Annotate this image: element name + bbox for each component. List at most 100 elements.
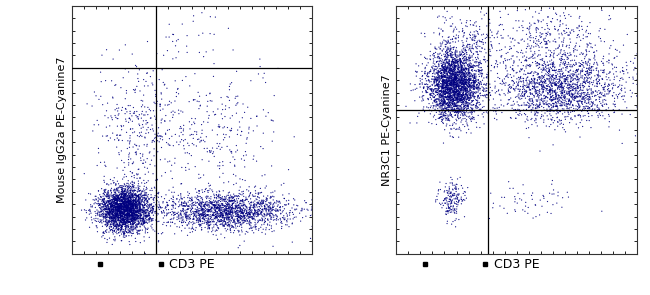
Point <box>444 76 454 81</box>
Point <box>569 109 579 114</box>
Point <box>447 64 458 69</box>
Point <box>508 4 518 8</box>
Point <box>589 60 599 65</box>
Point <box>430 75 440 80</box>
Point <box>114 192 124 197</box>
Point <box>447 66 457 71</box>
Point <box>128 199 138 204</box>
Point <box>470 76 480 81</box>
Point <box>566 86 576 91</box>
Point <box>555 118 566 123</box>
Point <box>123 209 133 214</box>
Point <box>448 194 458 198</box>
Point <box>596 92 606 97</box>
Point <box>265 202 276 206</box>
Point <box>434 108 444 113</box>
Point <box>444 75 454 79</box>
Point <box>116 207 126 212</box>
Point <box>116 227 127 231</box>
Point <box>161 213 172 218</box>
Point <box>279 217 289 222</box>
Point <box>586 71 597 75</box>
Point <box>233 217 243 222</box>
Point <box>443 193 454 198</box>
Point <box>248 205 258 210</box>
Point <box>435 104 445 109</box>
Point <box>450 96 461 100</box>
Point <box>231 221 242 226</box>
Point <box>125 208 136 213</box>
Point <box>568 27 578 32</box>
Point <box>124 201 135 206</box>
Point <box>214 194 224 199</box>
Point <box>447 55 458 60</box>
Point <box>213 203 224 208</box>
Point <box>122 207 132 212</box>
Point <box>201 212 211 217</box>
Point <box>464 80 474 85</box>
Point <box>119 203 129 207</box>
Point <box>468 102 478 107</box>
Point <box>93 219 103 224</box>
Point <box>157 230 168 235</box>
Point <box>191 144 202 148</box>
Point <box>118 212 129 217</box>
Point <box>205 207 216 212</box>
Point <box>134 202 144 207</box>
Point <box>445 67 456 72</box>
Point <box>118 217 128 221</box>
Point <box>482 24 492 28</box>
Point <box>127 221 138 226</box>
Point <box>546 83 556 87</box>
Point <box>437 85 448 90</box>
Point <box>458 82 469 86</box>
Point <box>559 100 569 105</box>
Point <box>122 208 132 213</box>
Point <box>446 85 456 90</box>
Point <box>442 200 452 204</box>
Point <box>109 199 120 203</box>
Point <box>112 116 122 121</box>
Point <box>156 134 166 139</box>
Point <box>122 221 132 225</box>
Point <box>454 78 464 82</box>
Point <box>107 203 118 208</box>
Point <box>539 61 549 66</box>
Point <box>211 199 222 204</box>
Point <box>441 65 451 70</box>
Point <box>453 84 463 88</box>
Point <box>104 225 114 230</box>
Point <box>124 194 134 198</box>
Point <box>582 104 592 109</box>
Point <box>455 96 465 101</box>
Point <box>127 180 137 185</box>
Point <box>514 108 525 113</box>
Point <box>278 215 288 220</box>
Point <box>116 194 127 199</box>
Point <box>232 148 242 153</box>
Point <box>115 212 125 217</box>
Point <box>478 82 489 87</box>
Point <box>134 189 144 194</box>
Point <box>504 90 515 94</box>
Point <box>449 76 460 81</box>
Point <box>116 205 126 210</box>
Point <box>463 94 473 99</box>
Point <box>457 63 467 68</box>
Point <box>460 81 471 85</box>
Point <box>223 206 233 211</box>
Point <box>430 86 441 91</box>
Point <box>541 54 551 59</box>
Point <box>131 219 141 223</box>
Point <box>549 68 560 73</box>
Point <box>466 106 476 111</box>
Point <box>216 211 226 216</box>
Point <box>456 63 467 68</box>
Point <box>130 218 140 223</box>
Point <box>127 210 137 215</box>
Point <box>239 214 250 219</box>
Point <box>129 221 139 226</box>
Point <box>456 102 467 106</box>
Point <box>473 31 483 36</box>
Point <box>264 211 274 216</box>
